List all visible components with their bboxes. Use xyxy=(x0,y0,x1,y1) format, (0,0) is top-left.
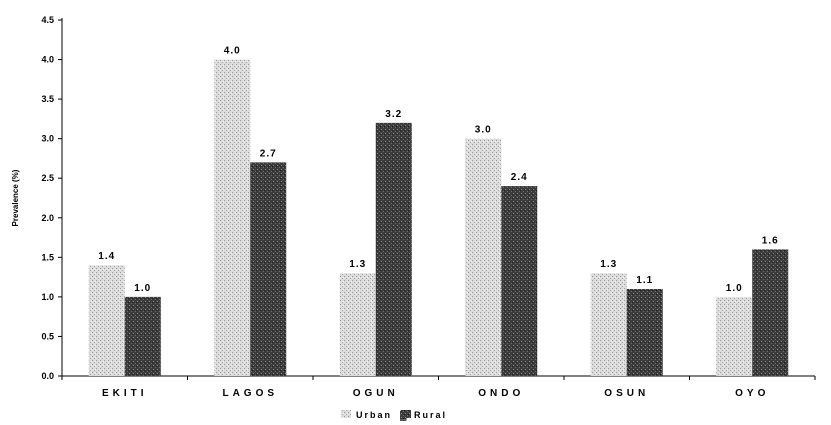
bar-urban xyxy=(590,273,627,376)
legend: Urban ▓ Rural xyxy=(341,410,447,421)
y-tick-label: 3.0 xyxy=(41,134,54,144)
y-tick-label: 2.0 xyxy=(41,213,54,223)
data-label-rural: 2.4 xyxy=(511,172,528,183)
x-tick-label: OGUN xyxy=(353,388,399,399)
legend-label-rural: Rural xyxy=(414,410,447,420)
data-label-urban: 3.0 xyxy=(475,125,492,136)
bar-urban xyxy=(88,265,125,376)
y-tick-label: 4.5 xyxy=(41,15,54,25)
data-label-rural: 1.0 xyxy=(134,283,151,294)
y-tick-label: 3.5 xyxy=(41,94,54,104)
bar-rural xyxy=(375,122,412,376)
x-tick-label: OYO xyxy=(735,388,769,399)
labels: EKITI 1.4 1.0 LAGOS 4.0 2.7 OGUN 1.3 3.2 ONDO 3.0 2… xyxy=(98,46,779,399)
data-label-urban: 1.3 xyxy=(600,259,617,270)
bar-rural xyxy=(501,186,538,376)
bar-rural xyxy=(124,296,161,376)
legend-label-urban: Urban xyxy=(356,410,392,420)
legend-swatch-rural xyxy=(401,410,411,418)
y-tick-label: 4.0 xyxy=(41,55,54,65)
bar-rural xyxy=(752,249,789,376)
bar-urban xyxy=(339,273,376,376)
data-label-urban: 4.0 xyxy=(224,46,241,57)
data-label-urban: 1.4 xyxy=(98,251,115,262)
x-tick-label: LAGOS xyxy=(222,388,278,399)
bar-rural xyxy=(250,162,287,376)
bar-urban xyxy=(214,59,251,377)
y-tick-label: 0.5 xyxy=(41,331,54,341)
y-tick-label: 0.0 xyxy=(41,371,54,381)
bar-urban xyxy=(465,138,502,376)
x-tick-label: ONDO xyxy=(478,388,524,399)
data-label-urban: 1.3 xyxy=(349,259,366,270)
data-label-rural: 1.1 xyxy=(636,275,653,286)
legend-swatch-urban xyxy=(341,410,351,418)
data-label-rural: 2.7 xyxy=(260,148,277,159)
x-tick-label: EKITI xyxy=(102,388,148,399)
bar-urban xyxy=(716,296,753,376)
y-tick-label: 2.5 xyxy=(41,173,54,183)
bars xyxy=(88,59,789,377)
x-tick-label: OSUN xyxy=(604,388,649,399)
y-axis-title: Prevalence (%) xyxy=(11,169,20,226)
data-label-rural: 1.6 xyxy=(762,235,779,246)
data-label-urban: 1.0 xyxy=(726,283,743,294)
y-tick-label: 1.0 xyxy=(41,292,54,302)
axes: 0.0 0.5 1.0 1.5 2.0 2.5 3.0 3.5 4.0 4.5 xyxy=(41,15,816,381)
bar-rural xyxy=(626,288,663,376)
y-tick-label: 1.5 xyxy=(41,252,54,262)
data-label-rural: 3.2 xyxy=(385,109,402,120)
